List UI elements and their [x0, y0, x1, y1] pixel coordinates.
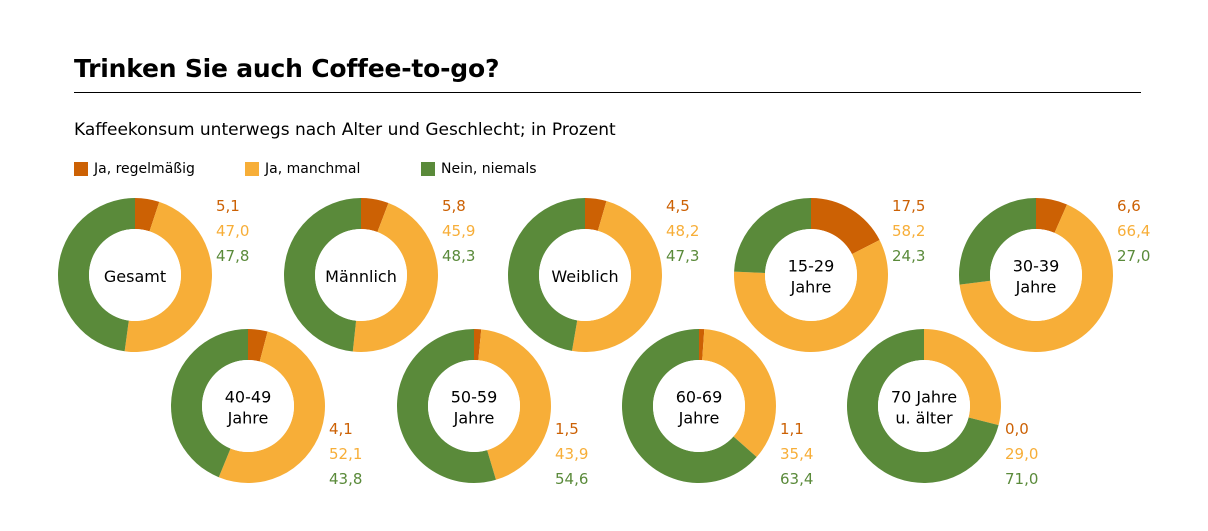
donut-group-0: Gesamt 5,1 47,0 47,8 — [58, 197, 249, 352]
data-label-manchmal: 47,0 — [216, 222, 249, 240]
donut-center-label: 40-49 — [225, 388, 272, 407]
donut-slice-regelmaessig — [474, 329, 482, 361]
donut-hole — [878, 360, 970, 452]
donut-slice-niemals — [847, 329, 999, 483]
donut-slice-regelmaessig — [135, 198, 160, 232]
donut-slice-manchmal — [352, 203, 438, 352]
donut-center-label: Weiblich — [551, 267, 618, 286]
data-label-regelmaessig: 17,5 — [892, 197, 925, 215]
data-label-regelmaessig: 5,1 — [216, 197, 240, 215]
data-label-manchmal: 58,2 — [892, 222, 925, 240]
data-label-niemals: 27,0 — [1117, 247, 1150, 265]
donut-group-1: Männlich 5,8 45,9 48,3 — [284, 197, 475, 352]
donut-slice-manchmal — [218, 331, 326, 484]
donut-group-8: 70 Jahre u. älter 0,0 29,0 71,0 — [847, 329, 1038, 488]
legend-label-regelmaessig: Ja, regelmäßig — [94, 161, 195, 177]
donut-slice-manchmal — [124, 201, 212, 352]
donut-slice-niemals — [621, 329, 757, 483]
donut-center-label: Jahre — [453, 409, 495, 428]
donut-group-6: 50-59 Jahre 1,5 43,9 54,6 — [396, 329, 588, 488]
data-label-manchmal: 52,1 — [329, 445, 362, 463]
donut-hole — [653, 360, 745, 452]
donut-group-3: 15-29 Jahre 17,5 58,2 24,3 — [733, 197, 925, 353]
donut-center-label: Jahre — [678, 409, 720, 428]
donut-center-label: 30-39 — [1013, 257, 1060, 276]
legend-item-manchmal: Ja, manchmal — [245, 159, 360, 179]
data-label-niemals: 48,3 — [442, 247, 475, 265]
data-label-manchmal: 43,9 — [555, 445, 588, 463]
data-label-regelmaessig: 4,1 — [329, 420, 353, 438]
data-label-niemals: 47,3 — [666, 247, 699, 265]
data-label-niemals: 71,0 — [1005, 470, 1038, 488]
donut-center-label: u. älter — [895, 409, 953, 428]
donut-center-label: Männlich — [325, 267, 397, 286]
donut-slice-niemals — [171, 329, 248, 478]
data-label-niemals: 43,8 — [329, 470, 362, 488]
data-label-niemals: 63,4 — [780, 470, 813, 488]
data-label-regelmaessig: 5,8 — [442, 197, 466, 215]
donut-hole — [990, 229, 1082, 321]
donut-hole — [202, 360, 294, 452]
donut-slice-manchmal — [478, 329, 551, 480]
title-divider — [74, 92, 1141, 93]
donut-slice-manchmal — [959, 204, 1114, 352]
data-label-niemals: 54,6 — [555, 470, 588, 488]
legend-item-niemals: Nein, niemals — [421, 159, 537, 179]
data-label-regelmaessig: 1,5 — [555, 420, 579, 438]
chart-title: Trinken Sie auch Coffee-to-go? — [74, 54, 500, 83]
donut-center-label: 70 Jahre — [891, 388, 957, 407]
donut-slice-regelmaessig — [699, 329, 705, 361]
donut-hole — [315, 229, 407, 321]
donut-hole — [89, 229, 181, 321]
donut-center-label: 60-69 — [676, 388, 723, 407]
donut-slice-regelmaessig — [1036, 198, 1068, 233]
donut-center-label: Jahre — [790, 278, 832, 297]
donut-center-label: Jahre — [1015, 278, 1057, 297]
legend-label-manchmal: Ja, manchmal — [265, 161, 361, 177]
donut-slice-niemals — [734, 198, 811, 273]
donut-slice-niemals — [284, 198, 361, 352]
donut-group-4: 30-39 Jahre 6,6 66,4 27,0 — [959, 197, 1150, 352]
donut-slice-manchmal — [924, 329, 1001, 426]
donut-slice-manchmal — [571, 201, 662, 352]
data-label-niemals: 24,3 — [892, 247, 925, 265]
donut-center-label: 15-29 — [788, 257, 835, 276]
donut-slice-niemals — [507, 198, 585, 351]
donut-hole — [428, 360, 520, 452]
donut-center-label: Gesamt — [104, 267, 166, 286]
data-label-niemals: 47,8 — [216, 247, 249, 265]
donut-group-2: Weiblich 4,5 48,2 47,3 — [507, 197, 699, 352]
data-label-regelmaessig: 0,0 — [1005, 420, 1029, 438]
data-label-manchmal: 29,0 — [1005, 445, 1038, 463]
legend-item-regelmaessig: Ja, regelmäßig — [74, 159, 195, 179]
donut-group-7: 60-69 Jahre 1,1 35,4 63,4 — [621, 329, 813, 488]
donut-center-label: Jahre — [227, 409, 269, 428]
legend-swatch-niemals — [421, 162, 435, 176]
data-label-manchmal: 45,9 — [442, 222, 475, 240]
donut-slice-regelmaessig — [361, 198, 389, 233]
donut-slice-regelmaessig — [248, 329, 268, 362]
data-label-regelmaessig: 6,6 — [1117, 197, 1141, 215]
legend-swatch-regelmaessig — [74, 162, 88, 176]
donut-slice-manchmal — [733, 240, 889, 353]
donut-slice-niemals — [58, 198, 135, 352]
legend-label-niemals: Nein, niemals — [441, 161, 537, 177]
donut-slice-regelmaessig — [811, 198, 880, 255]
data-label-regelmaessig: 1,1 — [780, 420, 804, 438]
donut-slice-manchmal — [702, 329, 776, 458]
chart-subtitle: Kaffeekonsum unterwegs nach Alter und Ge… — [74, 120, 616, 140]
donut-hole — [539, 229, 631, 321]
legend-swatch-manchmal — [245, 162, 259, 176]
donut-center-label: 50-59 — [451, 388, 498, 407]
donut-slice-niemals — [396, 329, 496, 483]
donut-hole — [765, 229, 857, 321]
data-label-manchmal: 35,4 — [780, 445, 813, 463]
data-label-manchmal: 48,2 — [666, 222, 699, 240]
donut-slice-niemals — [959, 198, 1036, 285]
donut-group-5: 40-49 Jahre 4,1 52,1 43,8 — [171, 329, 362, 488]
data-label-regelmaessig: 4,5 — [666, 197, 690, 215]
data-label-manchmal: 66,4 — [1117, 222, 1150, 240]
donut-slice-regelmaessig — [585, 198, 607, 231]
